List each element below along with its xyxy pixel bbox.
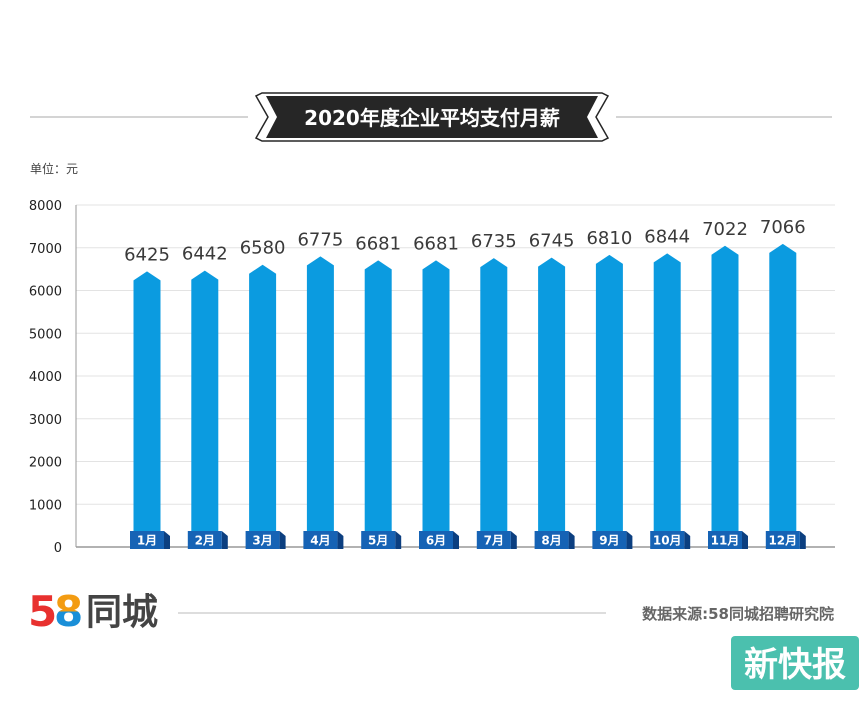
month-label-tail [279,531,286,549]
stamp-text: 新快报 [744,645,846,685]
bar [653,253,681,547]
y-tick-label: 3000 [29,413,62,428]
chart-title: 2020年度企业平均支付月薪 [304,106,560,130]
x-tick-label: 11月 [711,534,740,548]
y-tick-label: 6000 [29,285,62,300]
month-label-box [708,531,742,549]
y-tick-label: 7000 [29,242,62,257]
data-label: 6425 [124,244,170,265]
month-label-tail [395,531,402,549]
data-label: 7066 [760,217,806,238]
month-label-tail [337,531,344,549]
month-label-tail [221,531,228,549]
bar [422,260,450,547]
month-label-box [361,531,396,549]
y-tick-label: 8000 [29,199,62,214]
data-label: 6745 [529,231,575,252]
month-label-tail [568,531,575,549]
y-tick-label: 2000 [29,456,62,471]
bar [769,243,797,547]
month-label-box [419,531,453,549]
bar [306,256,334,547]
month-label-tail [453,531,459,549]
logo-text: 同城 [86,592,158,633]
x-tick-label: 12月 [768,534,797,548]
y-tick-label: 4000 [29,370,62,385]
month-label-box [245,531,280,549]
month-label-tail [626,531,633,549]
x-tick-label: 4月 [310,534,330,548]
bar [191,270,219,547]
data-label: 6580 [240,238,286,259]
month-label-box [592,531,627,549]
x-tick-label: 5月 [368,534,388,548]
newspaper-stamp: 新快报 [731,636,859,690]
title-banner [266,96,598,138]
data-label: 6775 [297,229,343,250]
bar [480,258,508,547]
month-label-box [187,531,222,549]
logo-digit-8: 8 [54,587,83,636]
month-label-tail [684,531,691,549]
x-tick-label: 9月 [599,534,619,548]
month-label-tail [742,531,748,549]
month-label-box [303,531,338,549]
bar [711,245,739,547]
x-tick-label: 7月 [484,534,504,548]
data-source: 数据来源:58同城招聘研究院 [642,605,834,623]
data-label: 6681 [355,233,401,254]
bar [538,257,566,547]
bar [249,264,277,547]
bar [364,260,392,547]
data-label: 6810 [586,228,632,249]
brand-logo: 5 8 同城 [28,587,158,636]
x-tick-label: 10月 [653,534,682,548]
data-label: 6735 [471,231,517,252]
x-tick-label: 2月 [195,534,215,548]
y-tick-label: 5000 [29,327,62,342]
data-label: 6844 [644,226,690,247]
month-label-tail [799,531,806,549]
x-tick-label: 3月 [252,534,272,548]
month-label-box [534,531,569,549]
y-tick-label: 0 [54,541,62,556]
bars [133,243,797,547]
x-tick-label: 1月 [137,534,157,548]
month-label-box [130,531,164,549]
month-label-box [765,531,800,549]
y-tick-label: 1000 [29,498,62,513]
month-label-box [476,531,511,549]
x-tick-label: 6月 [426,534,446,548]
unit-label: 单位：元 [30,161,78,176]
value-labels: 6425 6442 6580 6775 6681 6681 6735 6745 6810 6844… [124,217,806,265]
bar [595,254,623,547]
month-label-box [650,531,685,549]
month-labels: 1月 2月 3月 4月 5月 6月 7月 8月 9月 10月 11月 12月 [130,531,806,549]
y-axis-ticks: 0 1000 2000 3000 4000 5000 6000 7000 8000 [29,199,62,556]
data-label: 6442 [182,244,228,265]
data-label: 6681 [413,233,459,254]
month-label-tail [510,531,517,549]
logo-digit-5: 5 [28,587,57,636]
x-tick-label: 8月 [541,534,561,548]
stamp-background [731,636,859,690]
data-label: 7022 [702,219,748,240]
month-label-tail [164,531,170,549]
bar [133,271,161,547]
